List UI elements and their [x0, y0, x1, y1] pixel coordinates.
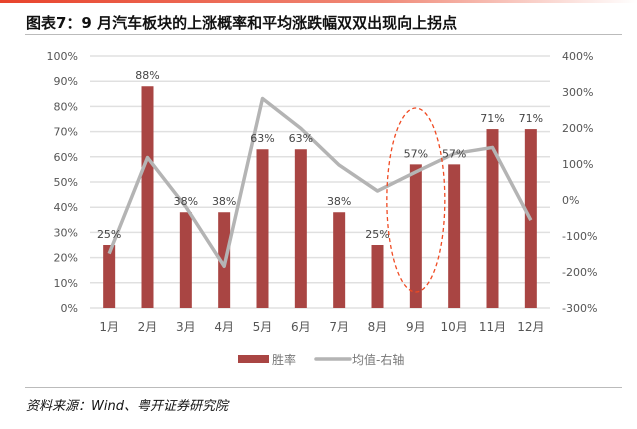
bar-7月: [333, 212, 346, 308]
bar-1月: [103, 245, 116, 308]
bar-data-label: 63%: [250, 132, 274, 145]
bar-data-label: 71%: [519, 112, 543, 125]
bar-data-label: 71%: [480, 112, 504, 125]
bar-5月: [256, 149, 269, 308]
highlight-ellipse: [386, 107, 446, 293]
x-tick-label: 12月: [517, 320, 544, 334]
right-tick-label: 300%: [562, 86, 593, 99]
bar-data-label: 63%: [289, 132, 313, 145]
bar-2月: [141, 86, 154, 309]
right-tick-label: -300%: [562, 302, 597, 315]
x-tick-label: 7月: [329, 320, 349, 334]
bar-data-label: 57%: [404, 147, 428, 160]
right-tick-label: 0%: [562, 194, 579, 207]
left-tick-label: 20%: [54, 252, 78, 265]
legend-bar-swatch: [238, 355, 269, 363]
x-tick-label: 10月: [441, 320, 468, 334]
bar-data-label: 25%: [365, 228, 389, 241]
x-tick-label: 11月: [479, 320, 506, 334]
right-tick-label: 200%: [562, 122, 593, 135]
bar-11月: [486, 129, 499, 308]
right-tick-label: -200%: [562, 266, 597, 279]
legend-label-average: 均值-右轴: [352, 352, 404, 367]
legend-label-win-rate: 胜率: [272, 352, 296, 367]
left-tick-label: 30%: [54, 226, 78, 239]
right-tick-label: 100%: [562, 158, 593, 171]
bar-data-label: 38%: [327, 195, 351, 208]
bar-data-label: 88%: [135, 69, 159, 82]
source-divider: [25, 387, 622, 388]
left-tick-label: 90%: [54, 75, 78, 88]
bar-10月: [448, 164, 461, 308]
right-tick-label: -100%: [562, 230, 597, 243]
x-tick-label: 3月: [176, 320, 196, 334]
left-tick-label: 80%: [54, 100, 78, 113]
right-tick-label: 400%: [562, 50, 593, 63]
bar-data-label: 25%: [97, 228, 121, 241]
left-tick-label: 70%: [54, 126, 78, 139]
title-divider: [25, 34, 622, 35]
x-tick-label: 8月: [368, 320, 388, 334]
x-tick-label: 1月: [99, 320, 119, 334]
left-tick-label: 10%: [54, 277, 78, 290]
left-tick-label: 60%: [54, 151, 78, 164]
left-tick-label: 50%: [54, 176, 78, 189]
bar-data-label: 38%: [212, 195, 236, 208]
x-tick-label: 4月: [214, 320, 234, 334]
x-tick-label: 2月: [138, 320, 158, 334]
bar-data-label: 57%: [442, 147, 466, 160]
bar-data-label: 38%: [174, 195, 198, 208]
bar-6月: [294, 149, 307, 308]
top-accent-bar: [0, 0, 637, 3]
x-tick-label: 5月: [253, 320, 273, 334]
left-tick-label: 100%: [47, 50, 78, 63]
source-note: 资料来源：Wind、粤开证券研究院: [26, 399, 228, 414]
left-tick-label: 40%: [54, 201, 78, 214]
bar-8月: [371, 245, 384, 308]
left-tick-label: 0%: [61, 302, 78, 315]
bar-9月: [409, 164, 422, 308]
figure-title: 图表7：9 月汽车板块的上涨概率和平均涨跌幅双双出现向上拐点: [26, 14, 458, 32]
x-tick-label: 6月: [291, 320, 311, 334]
bar-3月: [179, 212, 192, 308]
x-tick-label: 9月: [406, 320, 426, 334]
average-line: [107, 96, 533, 268]
